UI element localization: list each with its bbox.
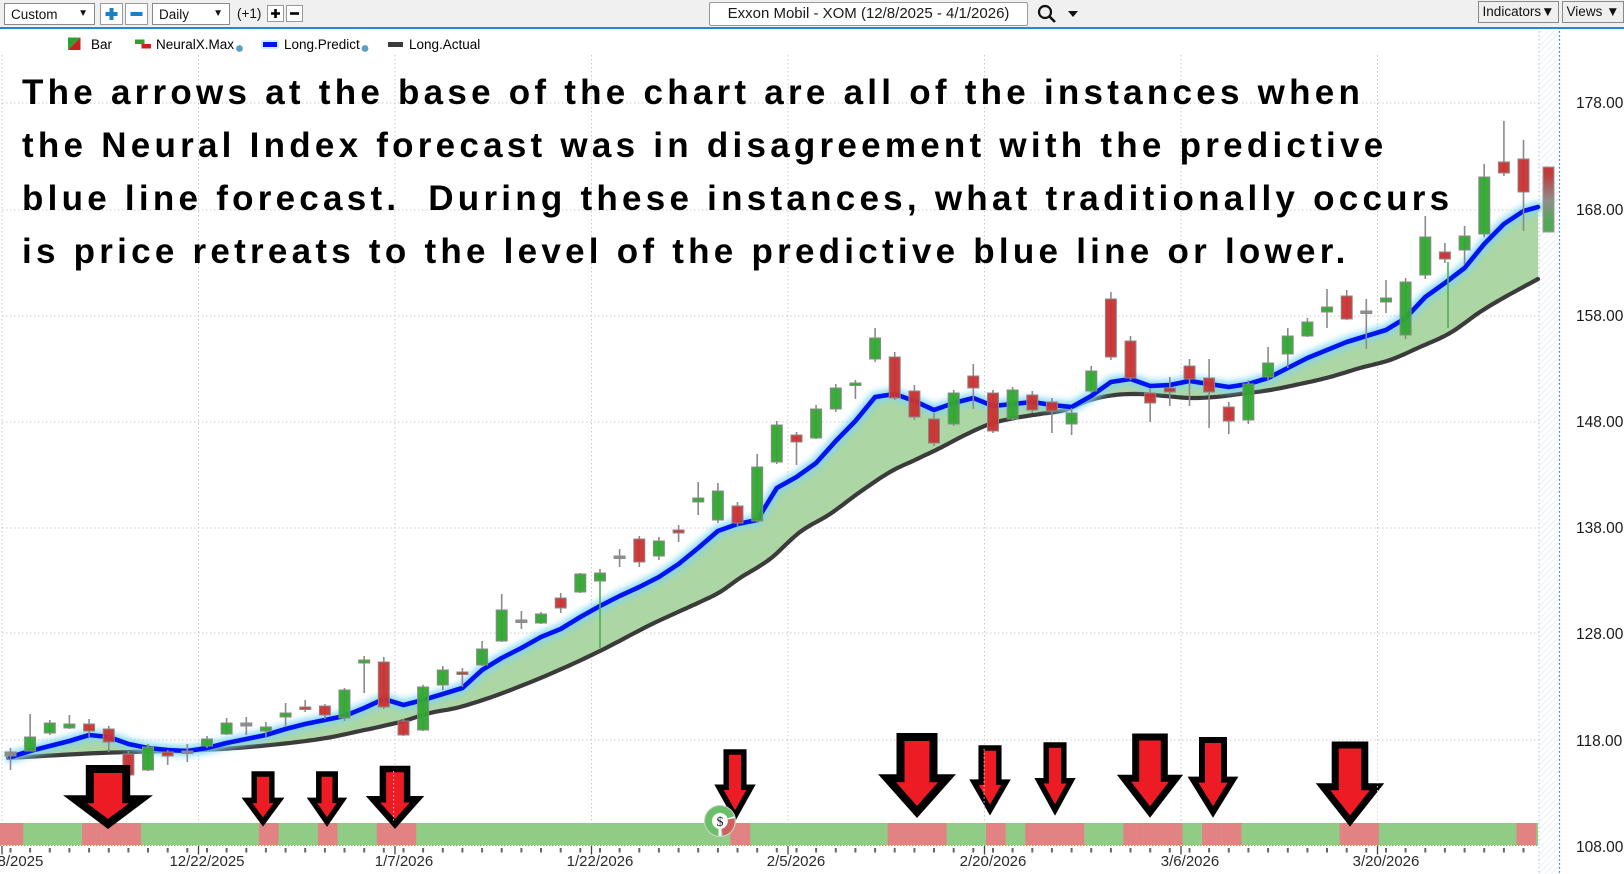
svg-text:1/7/2026: 1/7/2026 — [375, 853, 433, 870]
svg-text:2/5/2026: 2/5/2026 — [767, 853, 825, 870]
svg-text:Long.Predict: Long.Predict — [284, 37, 360, 52]
svg-text:118.00: 118.00 — [1576, 733, 1623, 750]
svg-text:2/20/2026: 2/20/2026 — [960, 853, 1027, 870]
svg-text:$: $ — [717, 815, 724, 830]
svg-text:12/22/2025: 12/22/2025 — [169, 853, 244, 870]
svg-text:148.00: 148.00 — [1576, 414, 1624, 431]
svg-text:12/8/2025: 12/8/2025 — [0, 853, 43, 870]
svg-text:3/20/2026: 3/20/2026 — [1353, 853, 1420, 870]
svg-text:138.00: 138.00 — [1576, 520, 1624, 537]
svg-text:158.00: 158.00 — [1576, 308, 1624, 325]
svg-text:128.00: 128.00 — [1576, 626, 1624, 643]
svg-text:108.00: 108.00 — [1576, 839, 1624, 856]
svg-text:Bar: Bar — [91, 37, 113, 52]
svg-text:Long.Actual: Long.Actual — [409, 37, 480, 52]
svg-text:NeuralX.Max: NeuralX.Max — [156, 37, 234, 52]
svg-text:1/22/2026: 1/22/2026 — [567, 853, 634, 870]
svg-text:178.00: 178.00 — [1576, 95, 1624, 112]
svg-text:168.00: 168.00 — [1576, 202, 1624, 219]
svg-text:3/6/2026: 3/6/2026 — [1161, 853, 1219, 870]
